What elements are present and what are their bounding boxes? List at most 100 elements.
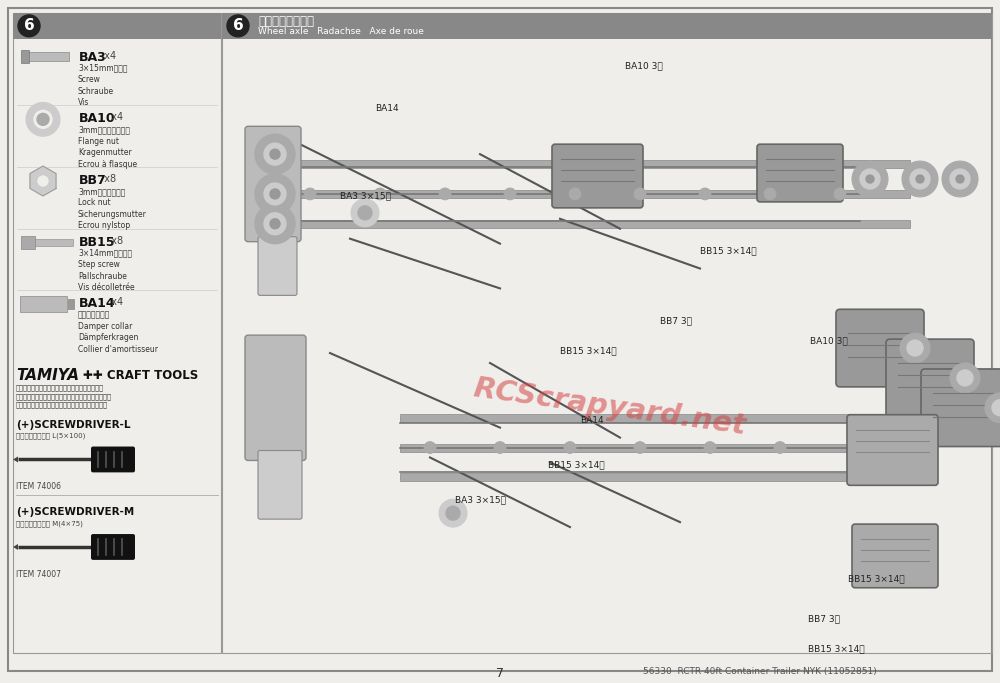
Circle shape	[992, 400, 1000, 416]
Circle shape	[264, 143, 286, 165]
Circle shape	[957, 370, 973, 386]
Text: BA3: BA3	[79, 51, 107, 64]
Circle shape	[424, 441, 436, 454]
Circle shape	[374, 188, 386, 200]
FancyBboxPatch shape	[400, 443, 930, 451]
Circle shape	[446, 506, 460, 520]
FancyBboxPatch shape	[852, 524, 938, 588]
Circle shape	[227, 15, 249, 37]
Circle shape	[270, 189, 280, 199]
Circle shape	[634, 441, 646, 454]
Circle shape	[255, 204, 295, 244]
Circle shape	[866, 175, 874, 183]
Text: BA14: BA14	[79, 297, 116, 310]
Text: BA14: BA14	[580, 416, 604, 425]
Circle shape	[304, 188, 316, 200]
FancyBboxPatch shape	[280, 220, 910, 227]
FancyBboxPatch shape	[91, 534, 135, 560]
Circle shape	[504, 188, 516, 200]
Circle shape	[704, 441, 716, 454]
Circle shape	[860, 169, 880, 189]
Text: x4: x4	[98, 51, 117, 61]
Text: 良い工具選びは物づくりのための第一歩。本格派
もディスプレイには、使いやすいタミヤクラフトツー
ル。耐久性も高く、使いやすい高品質な工具です。: 良い工具選びは物づくりのための第一歩。本格派 もディスプレイには、使いやすいタミ…	[16, 385, 112, 408]
Text: 3mmロックナット
Lock nut
Sicherungsmutter
Ecrou nylstop: 3mmロックナット Lock nut Sicherungsmutter Ecro…	[78, 187, 147, 230]
Text: x4: x4	[105, 113, 123, 122]
Text: BB15: BB15	[79, 236, 116, 249]
Circle shape	[950, 169, 970, 189]
FancyBboxPatch shape	[847, 415, 938, 486]
Text: BB7 3㎜: BB7 3㎜	[660, 316, 692, 325]
Circle shape	[985, 393, 1000, 423]
Circle shape	[900, 333, 930, 363]
FancyBboxPatch shape	[552, 144, 643, 208]
FancyBboxPatch shape	[245, 335, 306, 460]
Text: 6: 6	[24, 18, 34, 33]
Text: ITEM 74007: ITEM 74007	[16, 570, 61, 579]
Circle shape	[852, 161, 888, 197]
Polygon shape	[13, 544, 18, 550]
Circle shape	[264, 213, 286, 235]
FancyBboxPatch shape	[836, 309, 924, 387]
FancyBboxPatch shape	[886, 339, 974, 417]
Circle shape	[902, 161, 938, 197]
FancyBboxPatch shape	[33, 238, 73, 246]
FancyBboxPatch shape	[21, 236, 35, 249]
Circle shape	[834, 188, 846, 200]
Text: (+)SCREWDRIVER-L: (+)SCREWDRIVER-L	[16, 419, 130, 430]
Text: BA3 3×15㎜: BA3 3×15㎜	[455, 495, 506, 504]
FancyBboxPatch shape	[280, 160, 910, 168]
Text: 6: 6	[233, 18, 243, 33]
Circle shape	[439, 499, 467, 527]
Circle shape	[699, 188, 711, 200]
Circle shape	[950, 363, 980, 393]
Circle shape	[34, 111, 52, 128]
Text: x4: x4	[105, 297, 123, 307]
FancyBboxPatch shape	[91, 447, 135, 473]
Circle shape	[270, 149, 280, 159]
Text: x8: x8	[98, 174, 117, 184]
Text: ✚✚ CRAFT TOOLS: ✚✚ CRAFT TOOLS	[83, 369, 198, 382]
Text: Wheel axle   Radachse   Axe de roue: Wheel axle Radachse Axe de roue	[258, 27, 424, 36]
Text: BA10 3㎜: BA10 3㎜	[625, 61, 663, 70]
Text: ダンパーカラー
Damper collar
Dämpferkragen
Collier d'amortisseur: ダンパーカラー Damper collar Dämpferkragen Coll…	[78, 310, 158, 354]
Text: RCScrapyard.net: RCScrapyard.net	[472, 375, 748, 441]
Text: x8: x8	[105, 236, 123, 246]
Text: BA10: BA10	[79, 113, 116, 126]
Circle shape	[494, 441, 506, 454]
Circle shape	[916, 175, 924, 183]
Text: BB15 3×14㎜: BB15 3×14㎜	[700, 247, 757, 255]
Text: BB15 3×14㎜: BB15 3×14㎜	[848, 575, 905, 584]
FancyBboxPatch shape	[757, 144, 843, 202]
FancyBboxPatch shape	[13, 13, 221, 39]
Circle shape	[351, 199, 379, 227]
Circle shape	[37, 113, 49, 125]
Text: (+)SCREWDRIVER-M: (+)SCREWDRIVER-M	[16, 507, 134, 517]
FancyBboxPatch shape	[23, 52, 69, 61]
FancyBboxPatch shape	[400, 473, 930, 482]
Polygon shape	[13, 456, 18, 462]
Polygon shape	[30, 166, 56, 196]
FancyBboxPatch shape	[258, 451, 302, 519]
Circle shape	[439, 188, 451, 200]
FancyBboxPatch shape	[222, 13, 992, 39]
FancyBboxPatch shape	[20, 296, 67, 312]
Text: BB7: BB7	[79, 174, 107, 187]
Circle shape	[907, 340, 923, 356]
Text: プラスドライバー M(4×75): プラスドライバー M(4×75)	[16, 520, 83, 527]
Text: 3×14mm段付ビス
Step screw
Pallschraube
Vis décolletrée: 3×14mm段付ビス Step screw Pallschraube Vis d…	[78, 249, 135, 292]
Text: 3mmフランジナット
Flange nut
Kragenmutter
Ecrou à flasque: 3mmフランジナット Flange nut Kragenmutter Ecrou…	[78, 125, 137, 169]
FancyBboxPatch shape	[245, 126, 301, 242]
Text: ITEM 74006: ITEM 74006	[16, 482, 61, 491]
FancyBboxPatch shape	[21, 50, 29, 63]
Text: BB15 3×14㎜: BB15 3×14㎜	[548, 460, 605, 469]
Circle shape	[26, 102, 60, 136]
FancyBboxPatch shape	[68, 299, 74, 309]
Circle shape	[774, 441, 786, 454]
FancyBboxPatch shape	[258, 237, 297, 295]
Text: 7: 7	[496, 667, 504, 680]
Circle shape	[764, 188, 776, 200]
Circle shape	[255, 174, 295, 214]
Circle shape	[956, 175, 964, 183]
FancyBboxPatch shape	[280, 190, 910, 198]
Circle shape	[18, 15, 40, 37]
